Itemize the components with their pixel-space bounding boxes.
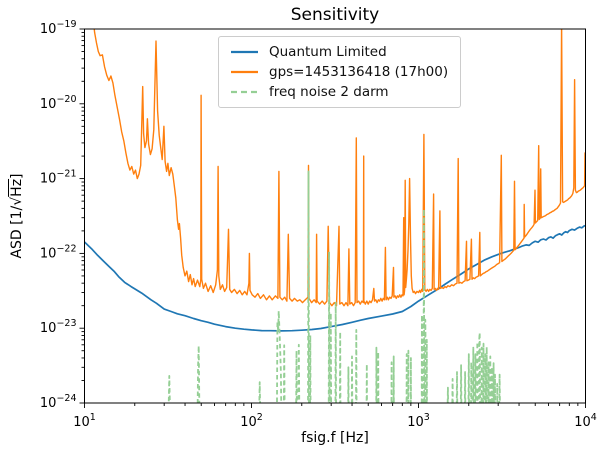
legend-label: gps=1453136418 (17h00) [269,64,449,80]
legend-item-freq-noise: freq noise 2 darm [231,82,448,102]
y-tick-label: 10−24 [40,393,77,411]
y-axis-label: ASD [1/√Hz] [9,173,25,258]
legend-line-sample-green-dashed [231,90,258,94]
legend-item-quantum-limited: Quantum Limited [231,42,448,62]
legend: Quantum Limited gps=1453136418 (17h00) f… [218,36,462,108]
legend-label: Quantum Limited [269,44,387,60]
x-tick-label: 104 [574,412,597,430]
chart-title: Sensitivity [290,5,380,25]
y-tick-label: 10−22 [40,243,77,261]
series-group [84,29,586,403]
y-axis-label-overline: Hz [9,178,25,197]
x-tick-label: 101 [73,412,96,430]
legend-line-sample-blue [231,50,258,54]
y-axis-label-suffix: ] [9,173,25,179]
y-tick-label: 10−21 [40,169,77,187]
series-gps-1453136418-17h00- [93,29,586,307]
x-axis-label: fsig.f [Hz] [301,430,369,446]
y-tick-label: 10−19 [40,19,77,37]
legend-item-gps: gps=1453136418 (17h00) [231,62,448,82]
y-tick-label: 10−23 [40,318,77,336]
series-quantum-limited [84,224,586,332]
legend-line-sample-orange [231,70,258,74]
legend-label: freq noise 2 darm [269,84,389,100]
x-tick-label: 102 [240,412,263,430]
y-tick-label: 10−20 [40,94,77,112]
plot-border [84,28,586,404]
series-freq-noise-2-darm [167,170,501,403]
y-axis-label-prefix: ASD [1/√ [9,196,25,259]
x-tick-label: 103 [407,412,430,430]
